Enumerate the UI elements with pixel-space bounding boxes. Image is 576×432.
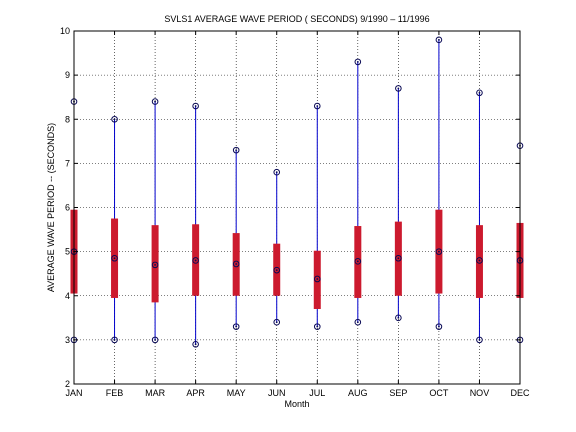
min-marker-dot [438,325,440,328]
max-marker-dot [113,118,116,121]
chart-title: SVLS1 AVERAGE WAVE PERIOD ( SECONDS) 9/1… [164,14,429,24]
mean-marker-dot [113,257,116,260]
min-marker [313,323,321,330]
mean-marker [273,266,281,274]
max-marker [273,168,281,176]
max-marker [395,85,402,92]
max-marker-dot [235,149,238,152]
data-marks [70,36,524,348]
min-marker [395,314,402,322]
max-marker-dot [194,105,197,107]
max-marker-dot [316,105,319,107]
max-marker [232,146,240,154]
max-marker-dot [154,100,156,103]
min-marker-dot [275,321,278,324]
box-bar [475,225,483,298]
max-marker-dot [438,38,440,41]
max-marker [313,102,321,110]
max-marker [111,115,118,123]
mean-marker-dot [397,257,400,260]
y-tick-label: 5 [65,247,70,257]
max-marker-dot [275,171,278,174]
y-tick-label: 10 [60,26,70,36]
x-tick-label: JAN [65,388,82,398]
mean-marker-dot [194,259,197,262]
y-tick-label: 9 [65,70,70,80]
mean-marker-dot [356,260,359,263]
min-marker-dot [397,316,400,319]
x-tick-label: JUL [309,388,325,398]
min-marker-dot [316,325,319,328]
min-marker-dot [113,338,116,341]
y-tick-label: 6 [65,203,70,213]
mean-marker [232,260,240,268]
min-marker-dot [235,325,238,328]
x-tick-label: FEB [106,388,124,398]
mean-marker-dot [154,263,156,266]
y-tick-label: 2 [65,379,70,389]
mean-marker [192,257,199,264]
x-tick-label: APR [186,388,205,398]
y-axis-label: AVERAGE WAVE PERIOD -- (SECONDS) [46,123,56,292]
mean-marker [435,248,443,255]
x-axis-label: Month [284,399,309,409]
axis-ticks: 2 3 4 5 6 7 8 9 10 JAN FEB MAR APR MAY JUN JUL AUG SEP OCT… [60,26,530,398]
min-marker-dot [154,338,156,341]
x-tick-label: OCT [429,388,449,398]
plot-frame [73,30,521,385]
x-tick-label: MAR [145,388,166,398]
min-marker-dot [194,343,197,346]
max-marker [476,89,483,97]
x-tick-label: NOV [470,388,490,398]
y-tick-label: 7 [65,158,70,168]
max-marker-dot [356,60,359,63]
max-marker [192,102,199,110]
mean-marker-dot [478,259,481,262]
mean-marker-dot [316,278,319,280]
mean-marker-dot [235,263,238,265]
mean-marker [354,258,362,265]
mean-marker [395,254,402,262]
max-marker [151,98,159,105]
x-tick-label: AUG [348,388,368,398]
max-marker [354,58,362,66]
min-marker [354,318,362,326]
mean-marker [151,261,159,269]
x-tick-label: SEP [389,388,407,398]
mean-marker-dot [438,250,440,253]
max-marker [435,36,443,44]
box-bar [151,225,159,303]
mean-marker [476,257,483,264]
min-marker [476,336,483,344]
y-tick-label: 8 [65,114,70,124]
min-marker-dot [478,338,481,341]
y-tick-label: 3 [65,335,70,345]
max-marker-dot [397,87,400,90]
x-tick-label: DEC [510,388,530,398]
mean-marker [111,254,118,262]
min-marker [273,318,281,326]
min-marker [111,336,118,344]
y-tick-label: 4 [65,291,70,301]
min-marker-dot [356,321,359,324]
grid [74,31,520,384]
mean-marker [313,275,321,283]
x-tick-label: JUN [268,388,286,398]
min-marker [192,340,199,348]
min-marker [232,323,240,330]
min-marker [435,323,443,330]
mean-marker-dot [275,269,278,272]
max-marker-dot [478,91,481,94]
x-tick-label: MAY [227,388,246,398]
min-marker [151,336,159,344]
